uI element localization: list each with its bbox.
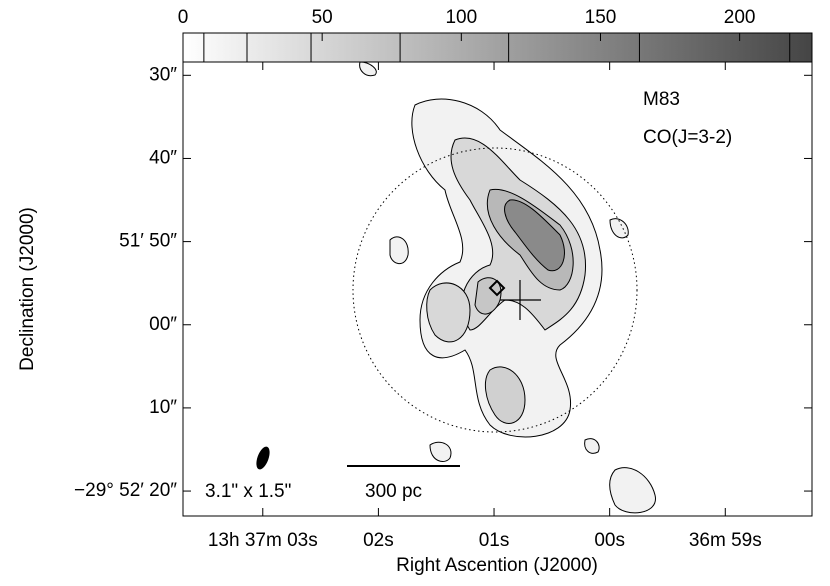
x-axis-label: Right Ascention (J2000) xyxy=(396,555,598,576)
scale-label: 300 pc xyxy=(365,481,422,502)
x-tick-label: 13h 37m 03s xyxy=(208,530,318,551)
y-tick-label: −29° 52′ 20″ xyxy=(74,480,177,501)
y-tick-label: 30″ xyxy=(149,64,177,85)
y-axis-label: Declination (J2000) xyxy=(17,207,38,371)
beam xyxy=(256,446,270,470)
line-label: CO(J=3-2) xyxy=(643,127,732,148)
y-tick-label: 40″ xyxy=(149,147,177,168)
beam-label: 3.1" x 1.5" xyxy=(205,481,291,502)
cross-marker xyxy=(500,280,541,320)
colorbar-tick-label: 200 xyxy=(724,7,756,28)
colorbar-tick-label: 150 xyxy=(585,7,617,28)
x-tick-label: 01s xyxy=(479,530,510,551)
x-tick-label: 02s xyxy=(363,530,394,551)
x-tick-label: 36m 59s xyxy=(689,530,762,551)
colorbar-tick-label: 50 xyxy=(312,7,333,28)
x-tick-label: 00s xyxy=(594,530,625,551)
plot-frame xyxy=(182,61,813,517)
colorbar-tick-label: 0 xyxy=(178,7,189,28)
y-tick-label: 51′ 50″ xyxy=(119,231,177,252)
y-tick-label: 00″ xyxy=(149,314,177,335)
contour-map xyxy=(359,62,656,514)
y-tick-label: 10″ xyxy=(149,397,177,418)
diamond-marker xyxy=(488,279,506,297)
colorbar-tick-label: 100 xyxy=(445,7,477,28)
field-of-view xyxy=(352,147,638,433)
colorbar xyxy=(182,32,813,63)
object-label: M83 xyxy=(643,89,680,110)
